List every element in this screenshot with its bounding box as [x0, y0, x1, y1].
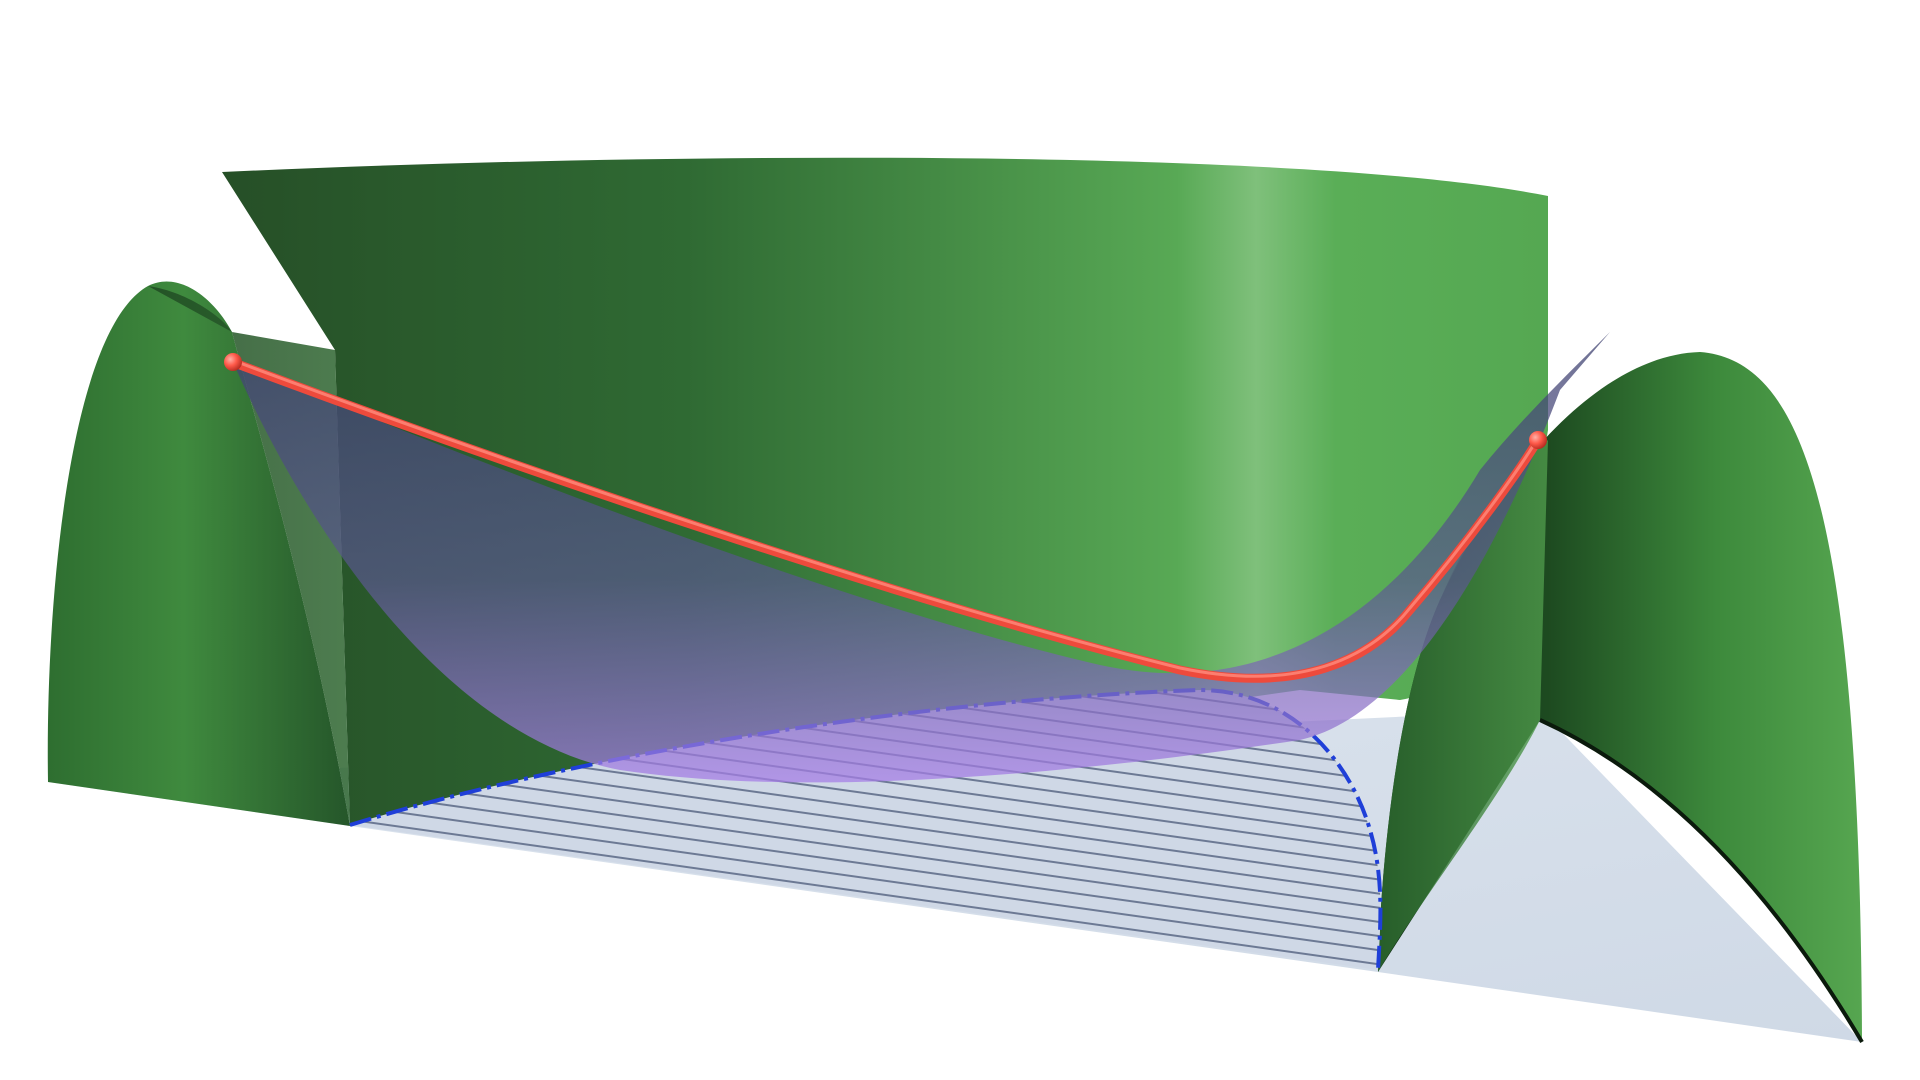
red-endpoint-marker-left — [224, 353, 242, 371]
red-endpoint-marker-right — [1529, 431, 1547, 449]
